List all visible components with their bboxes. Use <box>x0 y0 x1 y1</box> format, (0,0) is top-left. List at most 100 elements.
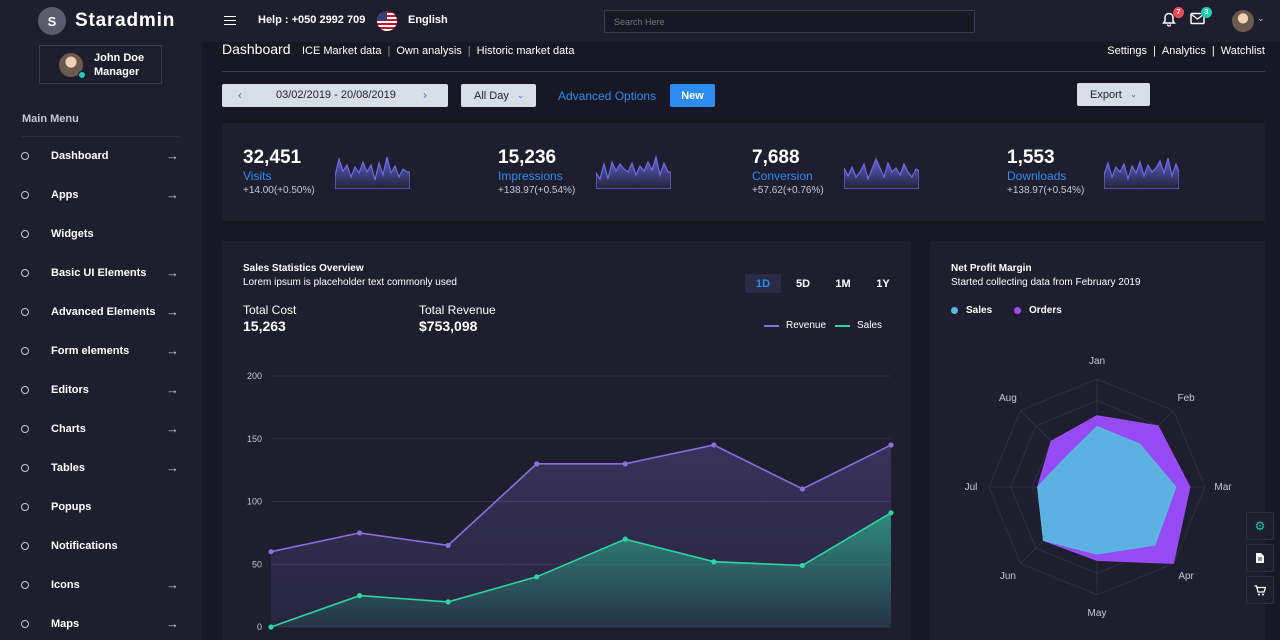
radar-axis-label: Aug <box>999 393 1017 404</box>
stat-delta: +14.00(+0.50%) <box>243 185 315 196</box>
stat-value: 32,451 <box>243 147 302 168</box>
revenue-point <box>711 442 717 448</box>
circle-bullet-icon <box>21 385 29 394</box>
notifications-button[interactable]: 7 <box>1162 7 1184 28</box>
sidebar-item-label: Popups <box>51 500 92 513</box>
revenue-line <box>270 444 892 553</box>
separator: | <box>1153 45 1156 57</box>
y-tick-label: 100 <box>247 497 262 507</box>
link-watchlist[interactable]: Watchlist <box>1220 45 1265 57</box>
sidebar-item-advanced[interactable]: Advanced Elements → <box>0 292 202 331</box>
sidebar-item-dashboard[interactable]: Dashboard → <box>0 136 202 175</box>
language-selector[interactable]: English <box>408 14 448 26</box>
settings-gear-icon[interactable]: ⚙ <box>1246 512 1274 540</box>
total-revenue-value: $753,098 <box>419 318 478 334</box>
period-dropdown[interactable]: All Day ⌄ <box>461 84 536 107</box>
sidebar-item-charts[interactable]: Charts → <box>0 409 202 448</box>
sales-point <box>268 624 274 630</box>
link-analytics[interactable]: Analytics <box>1161 45 1206 57</box>
sidebar-item-forms[interactable]: Form elements → <box>0 331 202 370</box>
circle-bullet-icon <box>21 346 29 355</box>
search-input[interactable] <box>604 10 975 33</box>
sidebar-item-label: Tables <box>51 461 86 474</box>
circle-bullet-icon <box>21 502 29 511</box>
user-avatar[interactable] <box>1232 10 1254 32</box>
messages-button[interactable]: 3 <box>1190 7 1212 28</box>
arrow-right-icon: → <box>166 616 179 631</box>
arrow-right-icon: → <box>166 577 179 592</box>
export-dropdown[interactable]: Export ⌄ <box>1077 83 1150 106</box>
brand-logo: S <box>38 7 66 35</box>
sales-area-chart: 0 50 100 150 200 <box>247 371 894 632</box>
range-tab-1y[interactable]: 1Y <box>876 277 890 290</box>
cart-icon[interactable] <box>1246 576 1274 604</box>
stat-label: Conversion <box>752 169 813 183</box>
sidebar-item-icons[interactable]: Icons → <box>0 565 202 604</box>
notification-count-badge: 7 <box>1173 7 1184 18</box>
stat-delta: +138.97(+0.54%) <box>1007 185 1085 196</box>
radar-axis-label: Jan <box>1089 356 1105 367</box>
brand-name: Staradmin <box>75 10 176 31</box>
link-historic-market-data[interactable]: Historic market data <box>476 45 575 57</box>
separator: | <box>467 45 471 57</box>
sidebar-item-editors[interactable]: Editors → <box>0 370 202 409</box>
arrow-right-icon: → <box>166 187 179 202</box>
circle-bullet-icon <box>21 151 29 160</box>
sales-point <box>534 574 540 580</box>
us-flag-icon[interactable] <box>377 11 397 31</box>
legend-label: Revenue <box>786 320 827 331</box>
radar-axis-label: May <box>1088 608 1107 619</box>
stat-value: 7,688 <box>752 147 800 168</box>
card-title: Sales Statistics Overview <box>243 263 364 274</box>
sidebar-menu: Dashboard → Apps → Widgets Basic UI Elemen… <box>0 136 202 640</box>
revenue-point <box>799 486 806 492</box>
card-subtitle: Started collecting data from February 20… <box>951 277 1141 288</box>
range-tab-5d[interactable]: 5D <box>795 277 811 290</box>
circle-bullet-icon <box>21 424 29 433</box>
link-settings[interactable]: Settings <box>1107 45 1148 57</box>
link-own-analysis[interactable]: Own analysis <box>396 45 462 57</box>
circle-bullet-icon <box>21 307 29 316</box>
link-ice-market-data[interactable]: ICE Market data <box>302 45 382 57</box>
sidebar-item-notifications[interactable]: Notifications <box>0 526 202 565</box>
message-count-badge: 3 <box>1201 7 1212 18</box>
legend-label: Orders <box>1029 305 1062 316</box>
revenue-point <box>534 461 540 467</box>
document-icon[interactable] <box>1246 544 1274 572</box>
sidebar-item-maps[interactable]: Maps → <box>0 604 202 640</box>
sidebar-item-label: Editors <box>51 383 89 396</box>
y-tick-label: 150 <box>247 434 262 444</box>
range-tab-1d[interactable]: 1D <box>745 274 781 293</box>
user-profile[interactable]: John Doe Manager <box>39 45 162 84</box>
legend-swatch <box>764 324 779 327</box>
radar-axis-label: Apr <box>1178 571 1194 582</box>
sidebar-item-popups[interactable]: Popups <box>0 487 202 526</box>
divider <box>22 136 179 137</box>
chevron-left-icon[interactable]: ‹ <box>238 88 242 102</box>
bell-icon <box>1162 12 1176 27</box>
sidebar-item-apps[interactable]: Apps → <box>0 175 202 214</box>
chevron-down-icon: ⌄ <box>1129 89 1138 99</box>
chevron-right-icon[interactable]: › <box>423 88 427 102</box>
circle-bullet-icon <box>21 541 29 550</box>
sidebar-item-tables[interactable]: Tables → <box>0 448 202 487</box>
y-tick-label: 50 <box>252 559 262 569</box>
sales-statistics-card: Sales Statistics Overview Lorem ipsum is… <box>222 241 911 640</box>
range-tab-1m[interactable]: 1M <box>835 277 851 290</box>
sidebar-item-basic-ui[interactable]: Basic UI Elements → <box>0 253 202 292</box>
circle-bullet-icon <box>21 190 29 199</box>
revenue-point <box>445 542 451 549</box>
date-range-picker[interactable]: ‹ 03/02/2019 - 20/08/2019 › <box>222 84 448 107</box>
sidebar-item-widgets[interactable]: Widgets <box>0 214 202 253</box>
brand[interactable]: S Staradmin <box>0 0 202 42</box>
new-button[interactable]: New <box>670 84 715 107</box>
radar-axis-label: Jul <box>965 482 978 493</box>
advanced-options-link[interactable]: Advanced Options <box>558 89 657 103</box>
y-tick-label: 0 <box>257 622 262 632</box>
chevron-down-icon[interactable]: ⌄ <box>1257 13 1265 23</box>
arrow-right-icon: → <box>166 421 179 436</box>
hamburger-menu-icon[interactable] <box>224 16 236 25</box>
sidebar-item-label: Advanced Elements <box>51 305 156 318</box>
conversion-sparkline <box>844 157 919 189</box>
radar-axis-label: Mar <box>1214 482 1232 493</box>
